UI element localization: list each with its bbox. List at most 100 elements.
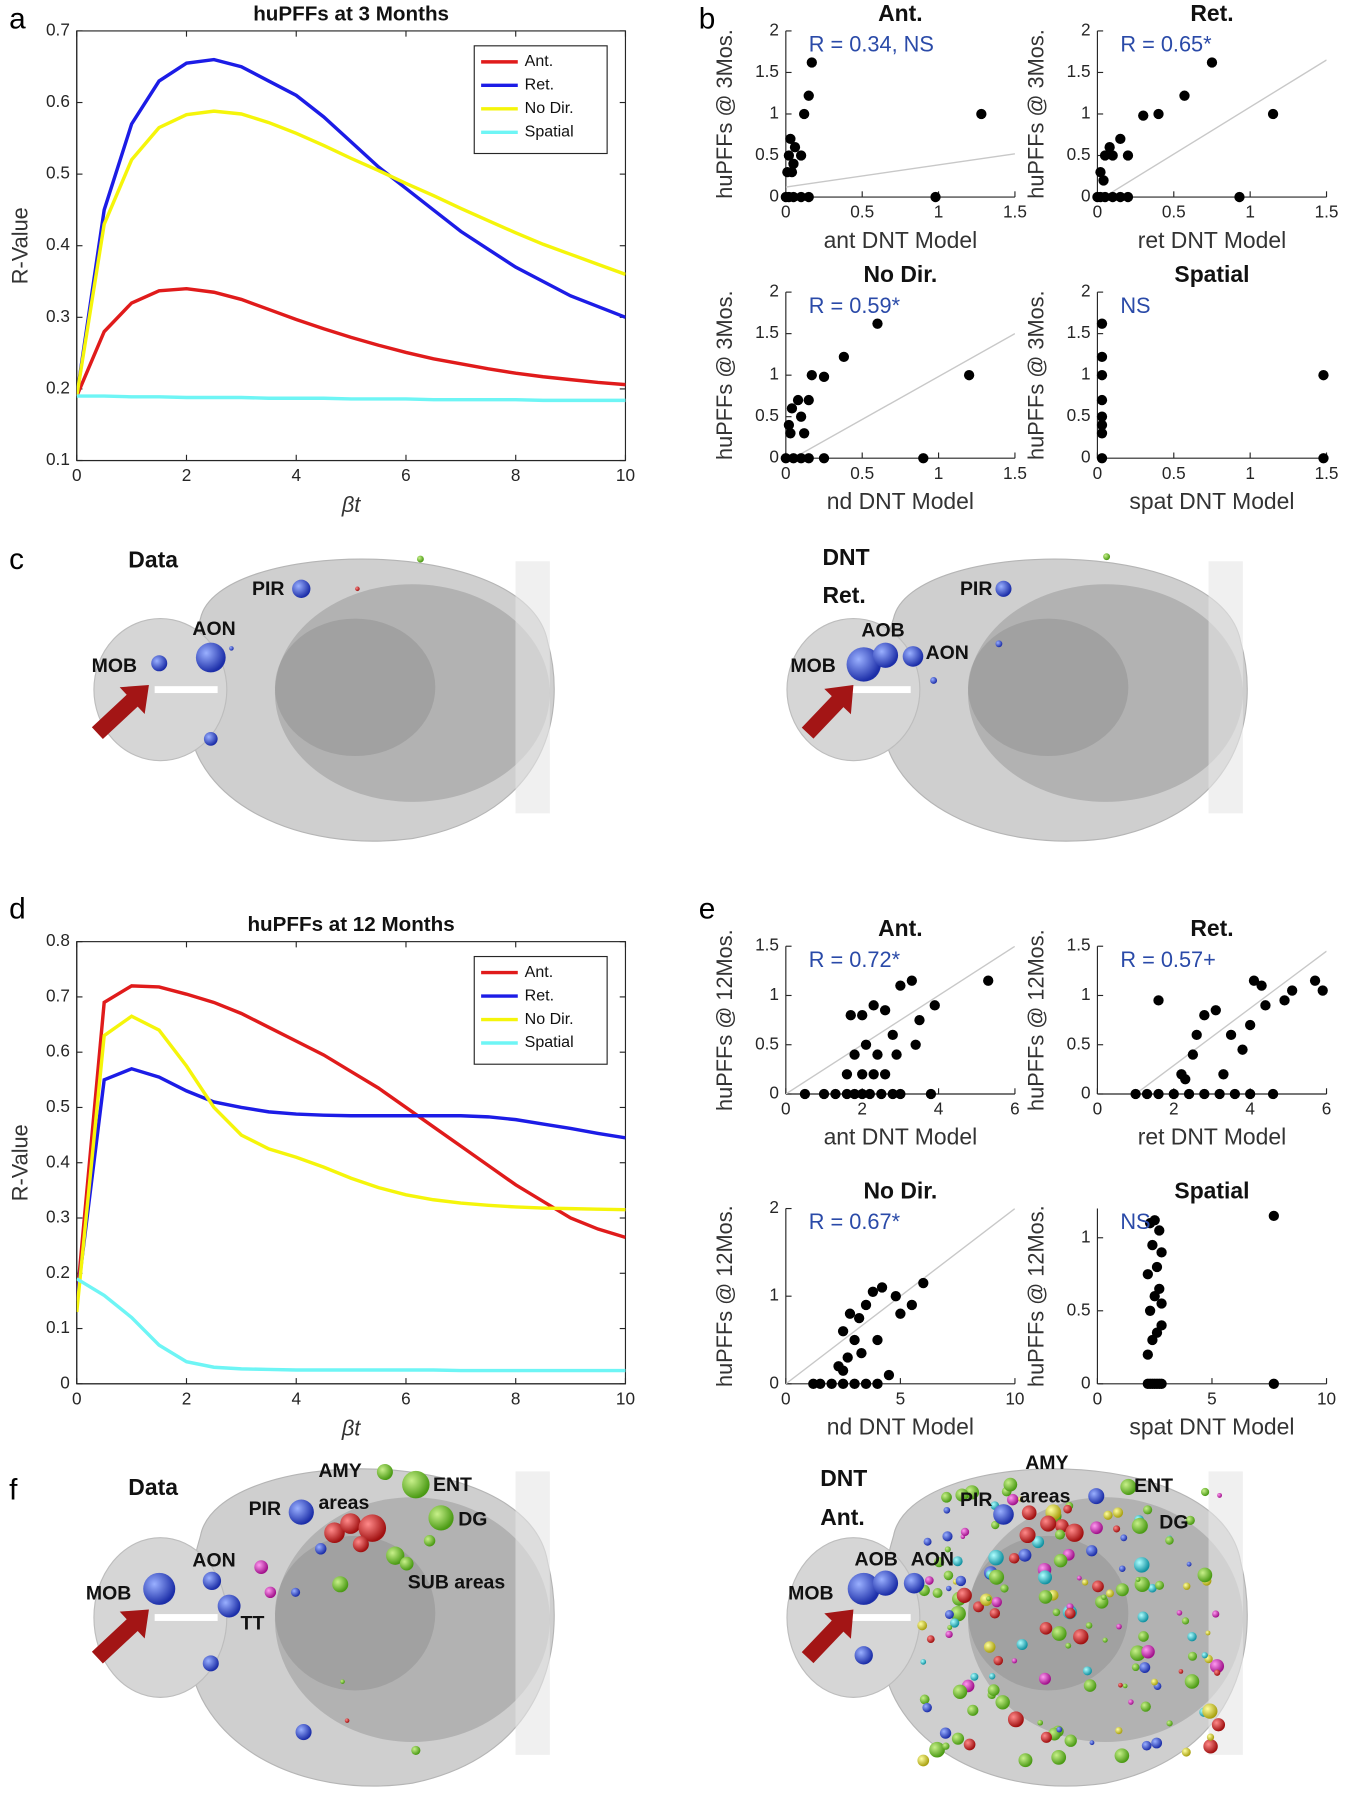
- region-sphere: [1137, 1611, 1149, 1623]
- region-sphere: [1006, 1493, 1019, 1506]
- region-sphere: [1178, 1669, 1184, 1674]
- region-sphere: [1143, 1505, 1153, 1515]
- region-sphere: [988, 1569, 1005, 1585]
- scatter-point: [830, 1088, 841, 1100]
- region-sphere: [952, 1556, 963, 1567]
- region-sphere: [1138, 1631, 1149, 1642]
- region-sphere: [1105, 1589, 1114, 1598]
- scatter-point: [799, 108, 810, 120]
- region-sphere: [376, 1464, 393, 1481]
- y-tick-label: 0: [60, 1372, 70, 1392]
- region-sphere: [1112, 1507, 1124, 1518]
- region-sphere: [1187, 1651, 1198, 1661]
- region-sphere: [942, 1742, 950, 1750]
- region-sphere: [930, 677, 938, 684]
- annotation: R = 0.67*: [809, 1209, 901, 1234]
- panel-letter: f: [9, 1473, 18, 1506]
- y-tick-label: 1.5: [755, 61, 779, 81]
- x-tick-label: 1: [1245, 463, 1255, 483]
- region-sphere: [1166, 1720, 1173, 1727]
- red-arrow: [91, 685, 149, 739]
- region-sphere: [151, 655, 168, 672]
- region-sphere: [1054, 1529, 1066, 1540]
- region-sphere: [1197, 1567, 1213, 1583]
- region-sphere: [970, 1672, 979, 1681]
- scatter-point: [872, 318, 883, 329]
- y-tick-label: 0.5: [1067, 1033, 1091, 1053]
- x-tick-label: 5: [896, 1388, 906, 1408]
- region-label: ENT: [1134, 1475, 1173, 1497]
- region-sphere: [1115, 1726, 1123, 1735]
- scatter-point: [1138, 110, 1149, 121]
- scatter-point: [1156, 1378, 1167, 1389]
- line-series: [76, 57, 626, 397]
- region-sphere: [942, 1531, 953, 1542]
- x-axis-label: nd DNT Model: [827, 1414, 974, 1440]
- region-sphere: [929, 1741, 945, 1758]
- scatter-point: [1179, 90, 1190, 101]
- region-label: areas: [318, 1492, 369, 1514]
- scatter-point: [1107, 150, 1118, 161]
- region-sphere: [1031, 1536, 1045, 1549]
- y-tick-label: 0.5: [46, 163, 70, 183]
- region-sphere: [943, 1570, 954, 1581]
- region-sphere: [1213, 1669, 1221, 1676]
- y-axis-label: huPFFs @ 12Mos.: [1024, 1205, 1049, 1387]
- x-axis-label: ant DNT Model: [824, 1124, 978, 1150]
- scatter-point: [1141, 1088, 1153, 1100]
- scatter-point: [792, 394, 804, 406]
- x-axis-label: ret DNT Model: [1138, 227, 1287, 253]
- scatter-point: [860, 1039, 872, 1050]
- chart: 0 5 10 0 0.5 1 Spatial spat DNT Model huPFFs @ 1…: [1024, 1178, 1336, 1440]
- scatter-point: [976, 108, 987, 120]
- line-series: [76, 1066, 626, 1302]
- region-sphere: [1209, 1659, 1225, 1674]
- region-sphere: [264, 1586, 277, 1599]
- scatter-point: [1214, 1088, 1225, 1100]
- region-sphere: [1016, 1638, 1028, 1651]
- region-sphere: [1203, 1739, 1218, 1754]
- scatter-point: [837, 1365, 849, 1376]
- region-sphere: [986, 1596, 992, 1602]
- scatter-point: [906, 1299, 917, 1311]
- region-sphere: [917, 1754, 930, 1767]
- scatter-point: [929, 1000, 940, 1011]
- region-label: PIR: [252, 578, 284, 600]
- scatter-point: [785, 133, 796, 145]
- y-tick-label: 0.4: [46, 1151, 70, 1171]
- brain-illustration: DNT Ant. AMY areas PIR ENT DG AOB AON MOB: [786, 1452, 1248, 1787]
- scatter-point: [1142, 1349, 1153, 1360]
- region-sphere: [941, 1491, 952, 1503]
- y-tick-label: 2: [769, 281, 779, 301]
- scatter-point: [887, 1088, 898, 1100]
- scatter-point: [868, 1069, 879, 1080]
- scatter-point: [1260, 1000, 1271, 1011]
- scatter-point: [1107, 191, 1118, 203]
- x-tick-label: 10: [616, 1388, 635, 1408]
- scatter-point: [838, 351, 850, 363]
- scatter-point: [879, 1005, 891, 1016]
- chart-title: Ant.: [878, 0, 923, 26]
- region-sphere: [945, 1630, 953, 1639]
- scatter-point: [795, 191, 807, 203]
- region-sphere: [1181, 1747, 1191, 1757]
- scatter-point: [853, 1312, 865, 1324]
- scatter-point: [1168, 1088, 1179, 1100]
- x-tick-label: 6: [401, 465, 411, 485]
- region-sphere: [1135, 1577, 1141, 1582]
- scatter-point: [890, 1291, 901, 1302]
- chart-title: huPFFs at 3 Months: [253, 2, 449, 25]
- y-axis-label: huPFFs @ 3Mos.: [1024, 290, 1049, 460]
- scatter-point: [1267, 108, 1279, 120]
- x-axis-label: spat DNT Model: [1129, 1414, 1294, 1440]
- x-tick-label: 0: [781, 1099, 791, 1119]
- y-axis-label: huPFFs @ 3Mos.: [712, 290, 737, 460]
- region-sphere: [1085, 1622, 1093, 1629]
- y-tick-label: 1.5: [1067, 61, 1091, 81]
- x-tick-label: 2: [857, 1099, 867, 1119]
- x-tick-label: 6: [1010, 1099, 1020, 1119]
- scatter-point: [1122, 150, 1134, 161]
- region-sphere: [292, 579, 311, 598]
- scatter-point: [803, 453, 814, 464]
- x-tick-label: 6: [1322, 1099, 1332, 1119]
